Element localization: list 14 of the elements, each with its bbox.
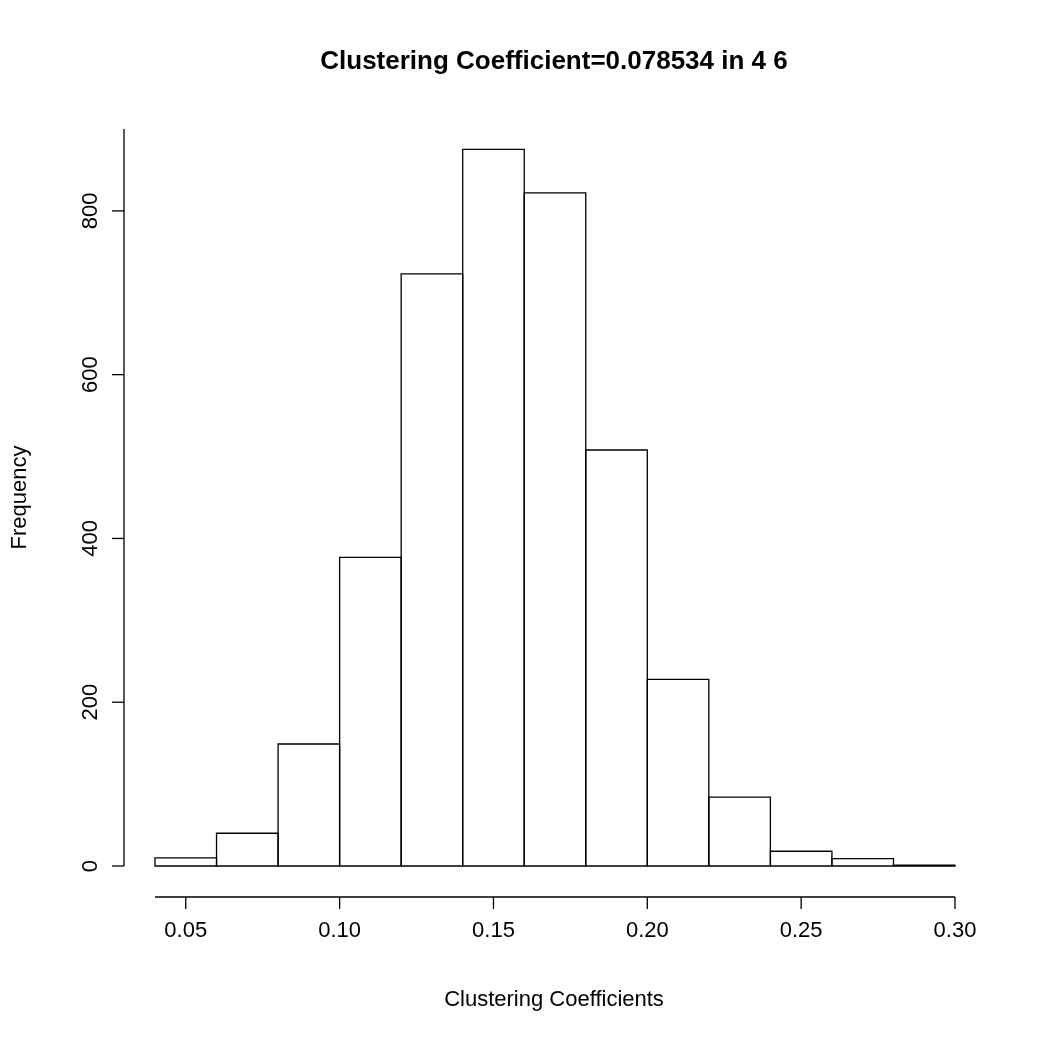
x-tick-label: 0.20 [625,917,669,943]
x-tick-label: 0.15 [472,917,515,943]
chart-title: Clustering Coefficient=0.078534 in 4 6 [320,45,788,76]
x-tick-label: 0.30 [933,917,977,943]
y-axis-title: Frequency [6,445,32,550]
y-tick-label: 400 [77,520,103,557]
x-axis-title: Clustering Coefficients [444,986,664,1012]
x-tick-label: 0.25 [779,917,823,943]
y-tick-label: 800 [77,192,103,230]
y-tick-label: 0 [77,859,103,873]
y-tick-label: 600 [77,356,103,394]
y-tick-label: 200 [77,683,103,721]
x-tick-label: 0.10 [318,917,362,943]
x-tick-label: 0.05 [164,917,208,943]
